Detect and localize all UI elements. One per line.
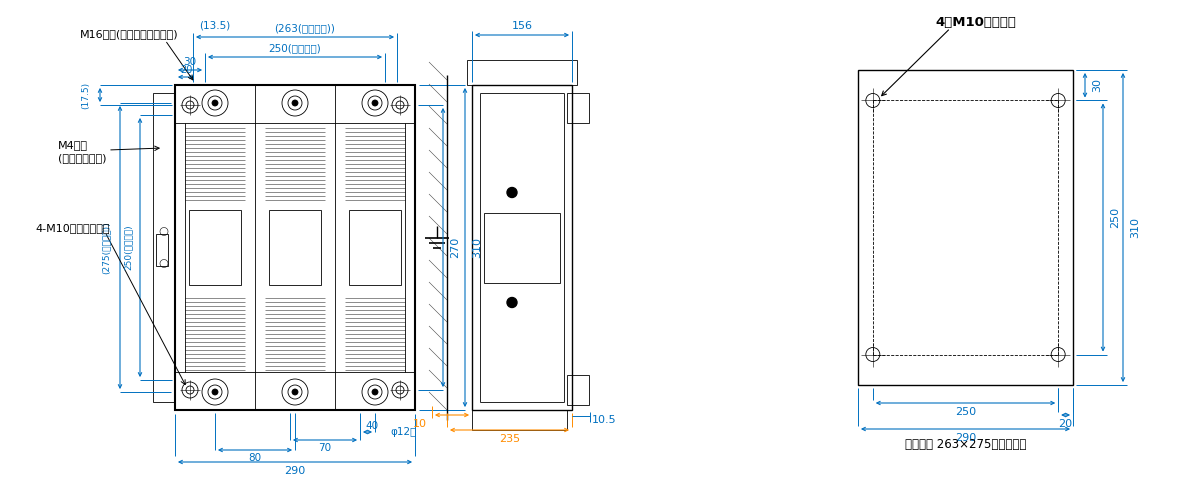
Text: M16ねじ(座金、ばね座金付): M16ねじ(座金、ばね座金付) (80, 29, 179, 39)
Circle shape (373, 100, 379, 106)
Text: M4ねじ: M4ねじ (58, 140, 87, 150)
Bar (467, 60, 577, 85)
Text: 4-M10ねじ用取付穴: 4-M10ねじ用取付穴 (35, 223, 109, 233)
Text: 10.5: 10.5 (592, 415, 617, 425)
Text: 70: 70 (319, 443, 332, 453)
Circle shape (212, 100, 218, 106)
Text: (セルファップ): (セルファップ) (58, 153, 107, 163)
Text: 取付寸法 263×275も可能です: 取付寸法 263×275も可能です (904, 438, 1027, 452)
Text: 235: 235 (498, 434, 520, 444)
Bar (156, 234, 168, 266)
Text: 250(取付寸法): 250(取付寸法) (123, 224, 133, 270)
Text: 250: 250 (955, 407, 976, 417)
Bar (567, 93, 589, 123)
Text: 250: 250 (1111, 207, 1120, 228)
Text: 310: 310 (472, 237, 482, 258)
Bar (484, 212, 559, 282)
Bar (175, 85, 415, 410)
Circle shape (292, 389, 298, 395)
Circle shape (373, 389, 379, 395)
Text: 20: 20 (1059, 419, 1072, 429)
Bar (189, 210, 241, 285)
Text: 290: 290 (284, 466, 305, 476)
Circle shape (507, 298, 518, 308)
Bar (472, 85, 571, 410)
Text: 30: 30 (183, 57, 196, 67)
Text: 250(取付寸法): 250(取付寸法) (268, 43, 321, 53)
Text: (275(取付寸法)): (275(取付寸法)) (102, 221, 110, 274)
Bar (153, 93, 175, 402)
Text: φ12穴: φ12穴 (391, 427, 417, 437)
Text: 20: 20 (180, 65, 192, 75)
Text: 80: 80 (248, 453, 261, 463)
Text: 4－M10用取付穴: 4－M10用取付穴 (936, 16, 1016, 28)
Bar (567, 375, 589, 405)
Text: 156: 156 (512, 21, 532, 31)
Text: 310: 310 (1130, 217, 1140, 238)
Text: (17.5): (17.5) (81, 82, 91, 108)
Bar (270, 210, 321, 285)
Text: 30: 30 (1093, 78, 1102, 92)
Text: 270: 270 (450, 237, 460, 258)
Circle shape (212, 389, 218, 395)
Circle shape (292, 100, 298, 106)
Text: (13.5): (13.5) (199, 20, 231, 30)
Text: 40: 40 (365, 421, 379, 431)
Text: 290: 290 (955, 433, 976, 443)
Text: (263(取付寸法)): (263(取付寸法)) (274, 23, 335, 33)
Bar (858, 70, 1073, 385)
Text: 10: 10 (413, 419, 426, 429)
Bar (349, 210, 401, 285)
Circle shape (507, 188, 518, 198)
Bar (472, 410, 567, 430)
